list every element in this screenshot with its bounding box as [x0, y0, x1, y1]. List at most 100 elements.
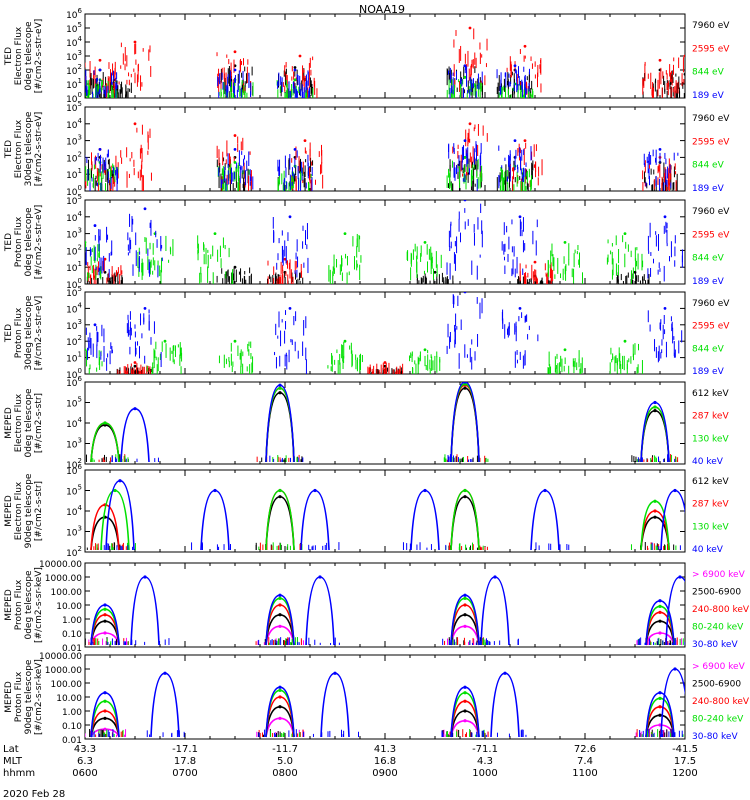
y-tick-label: 0.10: [62, 630, 82, 640]
data-point: [93, 323, 97, 327]
data-point: [293, 78, 297, 82]
y-tick-label: 10000.00: [39, 560, 82, 570]
y-tick-label: 0.10: [62, 722, 82, 732]
legend-entry: 2595 eV: [692, 230, 730, 240]
legend-entry: 240-800 keV: [692, 697, 750, 707]
y-tick-label: 101: [66, 351, 82, 365]
data-point: [433, 270, 437, 274]
x-tick-label: 7.4: [577, 756, 593, 767]
series-189-ev: [85, 292, 683, 374]
legend-entry: 2595 eV: [692, 44, 730, 54]
y-axis-label: MEPED: [4, 681, 14, 713]
data-point: [518, 307, 522, 310]
y-axis-label: Electron Flux: [14, 481, 24, 540]
y-tick-label: 103: [66, 525, 82, 539]
series-40-kev: [103, 479, 685, 551]
panel-5: 102 103 104 105 106 MEPED Electron Flux 0deg te…: [4, 375, 729, 471]
legend-entry: 844 eV: [692, 254, 725, 264]
data-point: [133, 407, 137, 411]
data-point: [213, 488, 217, 493]
y-tick-label: 103: [66, 49, 82, 63]
data-point: [653, 515, 657, 519]
series-2595-ev: [117, 361, 404, 374]
data-point: [103, 619, 107, 623]
data-arc: [200, 489, 230, 551]
data-point: [303, 139, 307, 143]
data-point: [678, 575, 682, 579]
plot-frame: [84, 562, 686, 648]
data-point: [658, 604, 662, 608]
legend-entry: 40 keV: [692, 545, 724, 555]
series-40-kev: [111, 382, 676, 463]
series-80-240-kev: [90, 688, 684, 738]
data-point: [463, 719, 467, 723]
data-point: [233, 134, 237, 137]
data-point: [658, 631, 662, 635]
y-axis-label: [#/cm2-s-str]: [34, 481, 44, 541]
legend-entry: 287 keV: [692, 500, 729, 510]
y-axis-label: [#/cm2-s-str-eV]: [34, 112, 44, 187]
legend-entry: 80-240 keV: [692, 715, 744, 725]
series-7960-ev: [86, 265, 650, 284]
data-point: [103, 727, 107, 731]
legend-entry: 2595 eV: [692, 322, 730, 332]
data-layer: [86, 479, 685, 551]
data-arc: [450, 495, 480, 551]
y-axis-label: TED: [4, 140, 14, 159]
legend-entry: 240-800 keV: [692, 605, 750, 615]
y-tick-label: 104: [66, 504, 82, 518]
y-axis-label: [#/cm2-s-sr-keV]: [34, 567, 44, 643]
data-point: [143, 575, 147, 579]
legend-entry: 130 keV: [692, 522, 729, 532]
series-287-kev: [90, 488, 670, 551]
plot-frame: [84, 469, 686, 553]
series-30-80-kev: [90, 575, 685, 646]
y-tick-label: 10000.00: [39, 652, 82, 662]
data-layer: [85, 292, 683, 374]
data-point: [278, 685, 282, 689]
y-axis-label: 0deg telescope: [24, 207, 34, 277]
data-point: [658, 599, 662, 603]
y-tick-label: 102: [66, 545, 82, 559]
data-point: [98, 58, 102, 62]
panel-6: 102 103 104 105 106 MEPED Electron Flux 90deg t…: [4, 463, 729, 559]
y-axis-label: Electron Flux: [14, 26, 24, 85]
data-point: [658, 619, 662, 623]
legend-entry: 2500-6900: [692, 680, 741, 690]
data-point: [623, 232, 627, 236]
data-point: [278, 488, 282, 493]
data-point: [103, 709, 107, 713]
y-tick-label: 10.00: [56, 602, 82, 612]
data-point: [463, 709, 467, 713]
x-tick-label: 1200: [672, 768, 697, 779]
y-tick-label: 106: [66, 375, 82, 389]
legend-entry: 612 keV: [692, 477, 729, 487]
data-point: [523, 44, 527, 48]
data-point: [103, 631, 107, 635]
legend-entry: 844 eV: [692, 68, 725, 78]
data-point: [133, 364, 137, 368]
data-arc: [265, 489, 295, 551]
plot-frame: [84, 199, 686, 285]
series-844-ev: [85, 232, 644, 284]
data-arc: [265, 387, 295, 463]
series-2500-6900: [85, 613, 675, 646]
data-arc: [480, 576, 510, 646]
data-point: [503, 671, 507, 675]
data-point: [293, 147, 297, 151]
x-tick-label: 0800: [272, 768, 297, 779]
data-point: [163, 671, 167, 675]
data-point: [543, 488, 547, 493]
data-point: [513, 139, 517, 143]
data-point: [463, 603, 467, 607]
y-tick-label: 106: [66, 7, 82, 21]
data-point: [463, 624, 467, 628]
data-point: [563, 348, 567, 352]
data-point: [673, 488, 677, 493]
data-point: [468, 122, 472, 126]
data-point: [133, 40, 137, 44]
data-point: [683, 54, 685, 58]
legend-entry: 130 keV: [692, 434, 729, 444]
y-tick-label: 102: [66, 63, 82, 77]
panel-2: 100 101 102 103 104 105 TED Electron Flux 30deg …: [4, 100, 730, 198]
